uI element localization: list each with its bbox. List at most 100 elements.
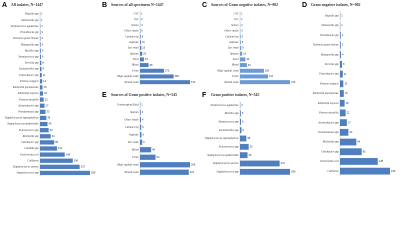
value-label: 6: [242, 40, 244, 44]
panel-title: Gram positive isolates, N=545: [211, 93, 259, 97]
value-label: 1: [141, 102, 143, 106]
category-label: Proteus vulgaris: [19, 80, 38, 83]
category-label: Staphylococcus spp: [217, 170, 240, 173]
category-label: Klebsiella pneumoniae: [12, 86, 39, 89]
bar: [140, 68, 164, 73]
panel-label: B: [102, 2, 107, 9]
value-label: 5: [142, 125, 144, 129]
value-label: 148: [66, 152, 71, 156]
category-label: Enterococcus spp: [218, 145, 239, 148]
bar: [40, 128, 49, 133]
bar: [340, 41, 341, 49]
bar: [340, 128, 349, 136]
bar: [240, 118, 242, 125]
value-label: 40: [246, 57, 249, 61]
category-label: Wound swab: [224, 81, 239, 84]
value-label: 1: [241, 12, 243, 16]
value-label: 85: [363, 149, 366, 153]
category-label: Staphylococcus spp: [17, 172, 40, 175]
value-label: 11: [344, 72, 347, 76]
value-label: 4: [342, 52, 344, 56]
category-label: Lactobacillus spp: [218, 129, 239, 132]
category-label: Salmonella spp: [21, 19, 39, 22]
value-label: 1: [141, 12, 143, 16]
category-label: Aspirate: [128, 41, 139, 44]
category-label: Acinetobacter spp: [17, 104, 39, 107]
value-label: 3: [142, 110, 144, 114]
bar: [140, 147, 152, 153]
bar: [240, 152, 248, 159]
category-label: Klebsiella spp: [322, 141, 340, 144]
bar: [140, 74, 174, 79]
bar: [340, 70, 343, 78]
value-label: 5: [242, 111, 244, 115]
category-label: Sputum: [130, 111, 138, 114]
category-label: Sputum: [230, 52, 238, 55]
category-label: Acinetobacter spp: [317, 121, 339, 124]
panel-title: Sources of all specimens N=1447: [111, 3, 164, 7]
bar: [140, 154, 156, 160]
category-label: Semen: [131, 24, 139, 27]
bar: [40, 66, 42, 72]
bar: [240, 51, 243, 56]
panel-label: D: [302, 2, 307, 9]
category-label: Urine: [232, 75, 239, 78]
category-label: CSF: [134, 12, 139, 15]
category-label: Serratia spp: [325, 63, 339, 66]
category-label: Escherichia coli: [319, 160, 338, 163]
value-label: 52: [50, 128, 53, 132]
panel-label: C: [202, 2, 207, 9]
bar: [40, 97, 44, 102]
bar: [240, 74, 269, 79]
category-label: Eye: [233, 18, 239, 21]
category-label: Stool: [133, 58, 139, 61]
bar: [140, 40, 141, 45]
category-label: Blood: [132, 64, 139, 67]
category-label: Shigella spp: [325, 14, 339, 17]
bar: [140, 117, 141, 123]
value-label: 386: [175, 74, 180, 78]
panel-title: Gram negative isolates, N=902: [311, 3, 361, 7]
value-label: 102: [58, 146, 63, 150]
category-label: Ear swab: [127, 141, 139, 144]
category-label: Streptococcus spp: [18, 55, 39, 58]
value-label: 1: [341, 23, 343, 27]
category-label: Bacillus spp: [25, 49, 39, 52]
category-label: Pseudomonas spp: [17, 110, 39, 113]
category-label: Morganella spp: [320, 53, 339, 56]
category-label: Aspirate: [128, 133, 139, 136]
value-label: 45: [249, 153, 252, 157]
category-label: High vaginal swab: [116, 163, 139, 166]
category-label: Providencia spp: [319, 34, 339, 37]
category-label: Enterobacter spp: [318, 73, 339, 76]
bar: [240, 57, 246, 62]
category-label: Aspirate: [228, 41, 239, 44]
panel-label: A: [2, 2, 7, 9]
value-label: 9: [143, 140, 145, 144]
category-label: Escherichia coli: [19, 153, 38, 156]
value-label: 3: [241, 29, 243, 33]
bar: [140, 109, 141, 115]
category-label: Klebsiella oxytoca: [17, 92, 39, 95]
value-label: 3: [342, 33, 344, 37]
bar: [140, 63, 149, 68]
panel-title: Sources of Gram negative isolates, N=902: [211, 3, 278, 7]
bar: [240, 110, 241, 117]
value-label: 1: [41, 12, 43, 16]
bar: [240, 34, 241, 39]
category-label: Catheter tip: [225, 35, 239, 38]
value-label: 9: [242, 46, 244, 50]
bar: [40, 140, 55, 145]
category-label: High vaginal swab: [116, 75, 139, 78]
value-label: 4: [42, 42, 44, 46]
value-label: 64: [157, 155, 160, 159]
value-label: 25: [143, 51, 146, 55]
value-label: 38: [247, 136, 250, 140]
category-label: Sputum: [130, 52, 138, 55]
bar: [240, 143, 249, 150]
category-label: Proteus vulgaris: [319, 82, 338, 85]
bar: [40, 91, 44, 96]
bar: [240, 40, 241, 45]
value-label: 299: [291, 170, 296, 174]
value-label: 180: [265, 68, 270, 72]
